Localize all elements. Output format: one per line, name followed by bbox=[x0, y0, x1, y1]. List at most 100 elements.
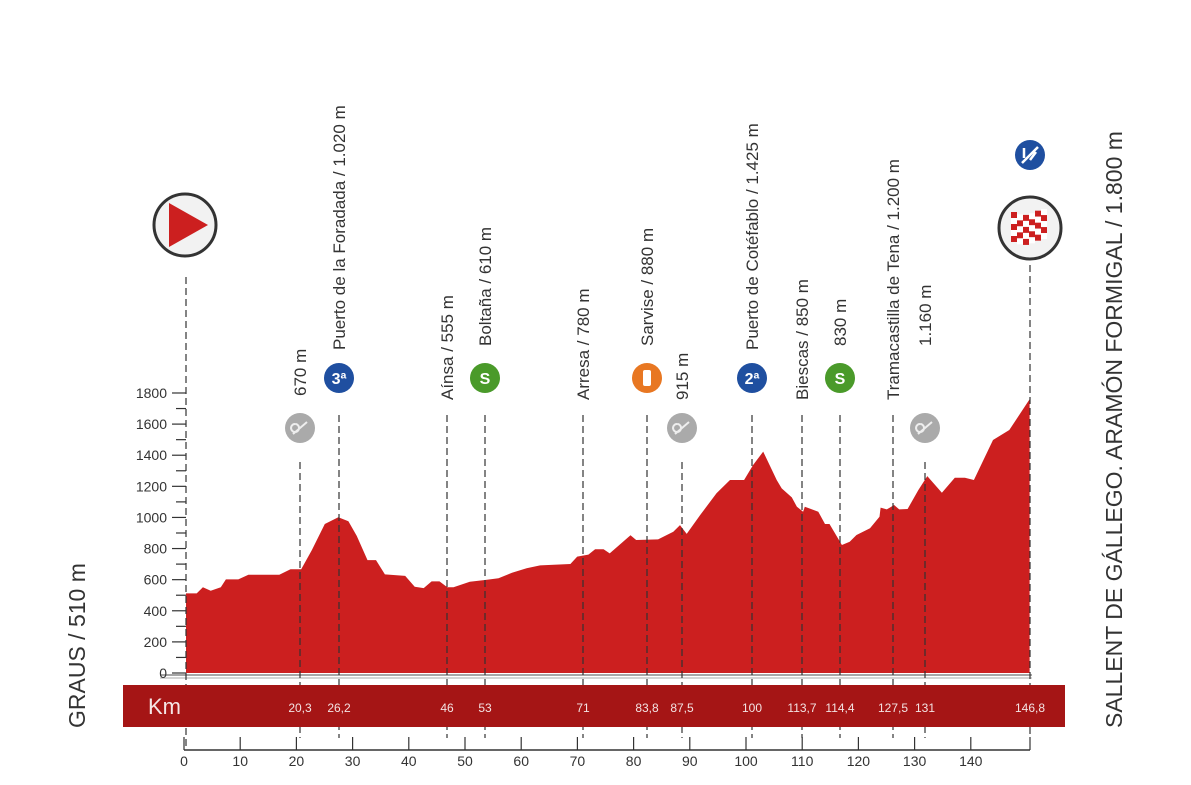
flag-square bbox=[1029, 231, 1035, 238]
flag-square bbox=[1041, 227, 1047, 234]
flag-square bbox=[1029, 219, 1035, 226]
start-marker bbox=[152, 192, 218, 258]
start-label: GRAUS / 510 m bbox=[64, 563, 90, 728]
y-tick-label: 1600 bbox=[136, 416, 167, 432]
waypoint: Biescas / 850 m bbox=[793, 279, 812, 738]
km-marker-label: 131 bbox=[915, 701, 935, 715]
waypoint-label: Sarvise / 880 m bbox=[638, 228, 657, 346]
waypoint: 1.160 m bbox=[910, 285, 940, 738]
feed-bottle-glyph bbox=[643, 370, 651, 386]
waypoint-label: Puerto de la Foradada / 1.020 m bbox=[330, 105, 349, 350]
start-play-triangle bbox=[169, 203, 208, 247]
waypoint-label: Aínsa / 555 m bbox=[438, 295, 457, 400]
y-tick-label: 1000 bbox=[136, 509, 167, 525]
third-category-climb-icon-circle bbox=[324, 363, 354, 393]
waypoint-label: Puerto de Cotéfablo / 1.425 m bbox=[743, 123, 762, 350]
km-marker-label: 71 bbox=[576, 701, 590, 715]
x-tick-label: 100 bbox=[734, 753, 758, 769]
flag-square bbox=[1023, 214, 1029, 221]
sprint-icon-circle bbox=[470, 363, 500, 393]
km-marker-label: 83,8 bbox=[635, 701, 659, 715]
km-marker-label: 114,4 bbox=[825, 701, 854, 715]
x-tick-label: 90 bbox=[682, 753, 698, 769]
km-marker-label: 146,8 bbox=[1015, 701, 1045, 715]
sprint-icon: S bbox=[825, 363, 855, 393]
flag-square bbox=[1035, 216, 1041, 223]
x-tick-label: 50 bbox=[457, 753, 473, 769]
flag-square bbox=[1029, 237, 1035, 244]
feed-zone-icon bbox=[632, 363, 662, 393]
y-tick-label: 400 bbox=[144, 603, 168, 619]
flag-square bbox=[1017, 238, 1023, 245]
waypoint-label: Boltaña / 610 m bbox=[476, 227, 495, 346]
waypoint-label: Tramacastilla de Tena / 1.200 m bbox=[884, 159, 903, 400]
flag-square bbox=[1011, 212, 1017, 218]
waypoint: Aínsa / 555 m bbox=[438, 295, 457, 738]
x-tick-label: 0 bbox=[180, 753, 188, 769]
waypoint-label: 1.160 m bbox=[916, 285, 935, 346]
flag-square bbox=[1041, 233, 1047, 240]
x-tick-label: 140 bbox=[959, 753, 983, 769]
waypoint-label: Arresa / 780 m bbox=[574, 289, 593, 401]
second-category-climb-icon-text: 2ª bbox=[745, 371, 760, 388]
waypoint: Boltaña / 610 m S bbox=[470, 227, 500, 738]
waypoint: Tramacastilla de Tena / 1.200 m bbox=[884, 159, 903, 738]
km-marker-label: 87,5 bbox=[670, 701, 694, 715]
flag-square bbox=[1041, 215, 1047, 222]
finish-marker bbox=[997, 140, 1063, 261]
flag-square bbox=[1023, 226, 1029, 233]
y-tick-label: 1400 bbox=[136, 447, 167, 463]
waypoint-label: 915 m bbox=[673, 353, 692, 400]
intermediate-glyph bbox=[672, 421, 690, 435]
x-tick-label: 20 bbox=[289, 753, 305, 769]
x-tick-label: 30 bbox=[345, 753, 361, 769]
flag-square bbox=[1011, 224, 1017, 230]
km-marker-label: 100 bbox=[742, 701, 762, 715]
intermediate-glyph bbox=[290, 421, 308, 435]
km-bar bbox=[123, 685, 1065, 727]
km-marker-label: 20,3 bbox=[288, 701, 312, 715]
km-marker-label: 127,5 bbox=[878, 701, 908, 715]
flag-square bbox=[1035, 234, 1041, 241]
finish-label: SALLENT DE GÁLLEGO. ARAMÓN FORMIGAL / 1.… bbox=[1101, 131, 1127, 728]
flag-square bbox=[1023, 238, 1029, 245]
waypoint-label: 670 m bbox=[291, 349, 310, 396]
flag-square bbox=[1041, 209, 1047, 216]
y-tick-label: 1800 bbox=[136, 385, 167, 401]
x-tick-label: 40 bbox=[401, 753, 417, 769]
x-tick-label: 120 bbox=[847, 753, 871, 769]
sprint-icon: S bbox=[470, 363, 500, 393]
y-tick-label: 200 bbox=[144, 634, 168, 650]
y-tick-label: 0 bbox=[159, 665, 167, 681]
intermediate-point-icon bbox=[667, 413, 697, 443]
flag-square bbox=[1035, 210, 1041, 217]
km-marker-label: 113,7 bbox=[787, 701, 816, 715]
second-category-climb-icon: 2ª bbox=[737, 363, 767, 393]
flag-square bbox=[1029, 225, 1035, 232]
y-tick-label: 600 bbox=[144, 572, 168, 588]
flag-square bbox=[1017, 220, 1023, 227]
intermediate-point-icon bbox=[910, 413, 940, 443]
x-tick-label: 10 bbox=[232, 753, 248, 769]
flag-square bbox=[1029, 213, 1035, 220]
waypoint: 830 m S bbox=[825, 299, 855, 738]
flag-square bbox=[1017, 214, 1023, 221]
km-marker-label: 26,2 bbox=[327, 701, 351, 715]
flag-square bbox=[1035, 222, 1041, 229]
flag-square bbox=[1017, 232, 1023, 239]
x-tick-label: 80 bbox=[626, 753, 642, 769]
flag-square bbox=[1011, 218, 1017, 224]
flag-square bbox=[1035, 228, 1041, 235]
waypoint: 670 m bbox=[285, 349, 315, 738]
km-marker-label: 53 bbox=[478, 701, 492, 715]
waypoint: 915 m bbox=[667, 353, 697, 738]
km-marker-label: 46 bbox=[440, 701, 454, 715]
y-tick-label: 1200 bbox=[136, 478, 167, 494]
third-category-climb-icon-text: 3ª bbox=[332, 371, 347, 388]
x-tick-label: 60 bbox=[513, 753, 529, 769]
flag-square bbox=[1041, 221, 1047, 228]
waypoint: Sarvise / 880 m bbox=[632, 228, 662, 738]
sprint-icon-text: S bbox=[480, 371, 491, 388]
waypoint: Puerto de Cotéfablo / 1.425 m 2ª bbox=[737, 123, 767, 738]
